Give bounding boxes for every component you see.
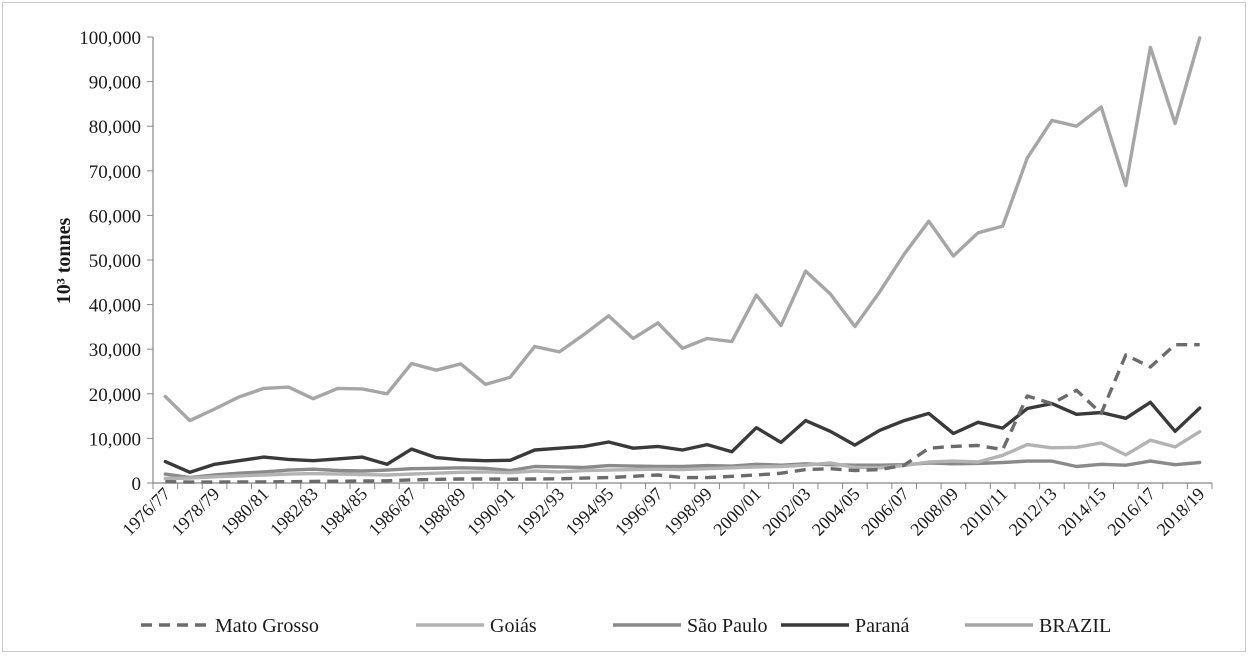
series-line-paran — [163, 400, 1202, 474]
legend-label: Goiás — [490, 615, 537, 637]
y-tick-label: 50,000 — [89, 251, 141, 272]
y-tick-label: 0 — [132, 474, 142, 495]
x-tick-label: 1996/97 — [611, 484, 667, 540]
y-axis-label-group: 10³ tonnes — [53, 218, 75, 305]
x-tick-label: 2014/15 — [1054, 484, 1110, 540]
x-tick-label: 2016/17 — [1103, 484, 1159, 540]
series-line-goi-s — [163, 430, 1202, 481]
y-tick-label: 60,000 — [89, 206, 141, 227]
x-tick-label: 2008/09 — [906, 484, 962, 540]
x-tick-label: 1986/87 — [365, 484, 421, 540]
y-axis-label: 10³ tonnes — [53, 218, 75, 305]
x-tick-label: 1988/89 — [414, 484, 470, 540]
x-tick-label: 2012/13 — [1005, 484, 1061, 540]
x-tick-label: 2004/05 — [808, 484, 864, 540]
y-tick-label: 100,000 — [79, 28, 141, 49]
x-tick-label: 2002/03 — [759, 484, 815, 540]
x-tick-label: 2006/07 — [857, 484, 913, 540]
axes: 0 10,000 20,000 30,000 40,000 50,000 60,000 70,… — [79, 28, 1213, 540]
y-tick-label: 10,000 — [89, 429, 141, 450]
y-tick-label: 30,000 — [89, 340, 141, 361]
x-tick-label: 1978/79 — [168, 484, 224, 540]
series-line-brazil — [163, 36, 1202, 423]
x-tick-label: 2000/01 — [709, 484, 765, 540]
x-tick-label: 2010/11 — [956, 484, 1011, 539]
legend-label: Mato Grosso — [215, 615, 319, 637]
x-tick-label: 1982/83 — [266, 484, 322, 540]
x-tick-label: 1990/91 — [463, 484, 519, 540]
legend: Mato Grosso Goiás São Paulo Paraná BRAZIL — [141, 615, 1111, 637]
y-tick-label: 40,000 — [89, 296, 141, 317]
y-tick-label: 70,000 — [89, 162, 141, 183]
y-tick-label: 80,000 — [89, 117, 141, 138]
y-tick-label: 20,000 — [89, 385, 141, 406]
x-tick-label: 2018/19 — [1153, 484, 1209, 540]
x-tick-label: 1980/81 — [217, 484, 273, 540]
x-tick-label: 1992/93 — [512, 484, 568, 540]
line-chart: 10³ tonnes 0 10,000 20,000 30,000 40,000 50,0… — [53, 28, 1213, 637]
legend-label: São Paulo — [687, 615, 768, 637]
x-tick-label: 1984/85 — [315, 484, 371, 540]
x-tick-label: 1998/99 — [660, 484, 716, 540]
legend-label: BRAZIL — [1039, 615, 1111, 637]
series-lines — [163, 36, 1202, 484]
y-tick-label: 90,000 — [89, 73, 141, 94]
x-tick-label: 1994/95 — [562, 484, 618, 540]
legend-label: Paraná — [855, 615, 910, 637]
series-line-mato-grosso — [165, 343, 1200, 484]
x-tick-label: 1976/77 — [118, 484, 174, 540]
series-line-s-o-paulo — [163, 459, 1202, 480]
